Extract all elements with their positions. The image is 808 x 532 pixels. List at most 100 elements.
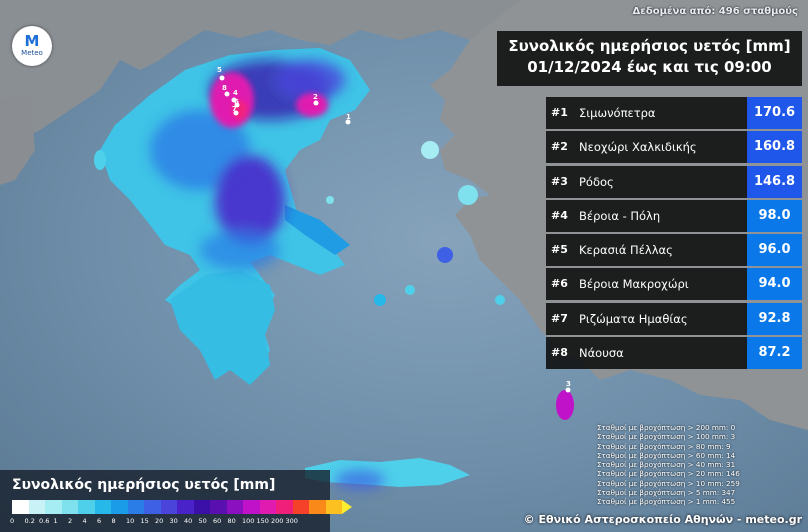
rainfall-value: 160.8 — [747, 131, 802, 164]
rank-number: #4 — [551, 208, 568, 222]
legend-swatch — [111, 500, 128, 514]
marker-label: 5 — [217, 66, 222, 74]
rainfall-value: 170.6 — [747, 97, 802, 129]
island-cyclades-a — [405, 285, 415, 295]
legend-tick: 80 — [227, 517, 236, 525]
legend-swatch — [210, 500, 227, 514]
station-stats: Σταθμοί με βροχόπτωση > 200 mm: 0 Σταθμοί… — [597, 423, 740, 507]
legend-swatch — [28, 500, 45, 514]
legend-tick: 200 — [271, 517, 284, 525]
legend-swatch — [61, 500, 78, 514]
island-chios — [458, 185, 478, 205]
stat-line: Σταθμοί με βροχόπτωση > 1 mm: 455 — [597, 497, 736, 507]
rainfall-value: 92.8 — [747, 302, 802, 335]
logo-text: Meteo — [21, 49, 43, 57]
marker-label: 4 — [233, 89, 238, 97]
stat-line: Σταθμοί με βροχόπτωση > 5 mm: 347 — [597, 488, 736, 498]
ranking-row: #8 Νάουσα 87.2 — [546, 337, 802, 370]
stat-line: Σταθμοί με βροχόπτωση > 80 mm: 9 — [597, 441, 731, 451]
legend-tick: 2 — [68, 517, 73, 525]
legend-tick: 100 — [242, 517, 255, 525]
station-name: Κερασιά Πέλλας — [579, 243, 673, 258]
rank-number: #3 — [551, 174, 568, 188]
ranking-table: #1 Σιμωνόπετρα 170.6 #2 Νεοχώρι Χαλκιδικής 16… — [546, 97, 802, 371]
balkans-land — [0, 0, 520, 150]
station-count-label: Δεδομένα από: 496 σταθμούς — [632, 6, 798, 17]
legend-tick: 4 — [82, 517, 87, 525]
ranking-row: #2 Νεοχώρι Χαλκιδικής 160.8 — [546, 131, 802, 164]
station-name: Ριζώματα Ημαθίας — [579, 311, 688, 326]
legend-swatch — [160, 500, 177, 514]
legend-swatch — [193, 500, 210, 514]
stat-line: Σταθμοί με βροχόπτωση > 100 mm: 3 — [597, 432, 736, 442]
island-sporades — [326, 196, 334, 204]
logo-mark: M — [24, 32, 40, 50]
legend-swatch — [226, 500, 243, 514]
legend-tick: 20 — [155, 517, 164, 525]
rainfall-value: 98.0 — [747, 199, 802, 232]
legend-swatch — [243, 500, 260, 514]
stat-line: Σταθμοί με βροχόπτωση > 10 mm: 259 — [597, 478, 740, 488]
legend-tick: 0 — [10, 517, 15, 525]
ranking-row: #4 Βέροια - Πόλη 98.0 — [546, 199, 802, 232]
station-name: Νάουσα — [579, 346, 624, 361]
meteo-logo-icon: M Meteo — [12, 26, 52, 66]
rank-number: #5 — [551, 243, 568, 257]
station-markers: 5 8 4 6 7 2 1 3 — [217, 66, 571, 393]
legend-swatch — [127, 500, 144, 514]
ranking-row: #7 Ριζώματα Ημαθίας 92.8 — [546, 302, 802, 335]
legend-tick: 8 — [111, 517, 116, 525]
legend-swatch — [276, 500, 293, 514]
legend-tick: 150 — [256, 517, 269, 525]
marker-label: 7 — [232, 105, 237, 113]
stat-line: Σταθμοί με βροχόπτωση > 20 mm: 146 — [597, 469, 740, 479]
legend-tick: 0.2 — [24, 517, 35, 525]
legend-color-bar — [12, 500, 352, 514]
legend-swatch — [12, 500, 29, 514]
legend-arrow-icon — [342, 500, 352, 514]
title-line-1: Συνολικός ημερήσιος υετός [mm] — [508, 37, 791, 55]
island-lesvos — [421, 141, 439, 159]
legend-swatch — [78, 500, 95, 514]
ranking-row: #1 Σιμωνόπετρα 170.6 — [546, 97, 802, 129]
rank-number: #6 — [551, 277, 568, 291]
marker-label: 8 — [222, 84, 227, 92]
rainfall-value: 146.8 — [747, 165, 802, 198]
legend-tick: 6 — [97, 517, 102, 525]
rank-number: #2 — [551, 140, 568, 154]
credit-label: © Εθνικό Αστεροσκοπείο Αθηνών - meteo.gr — [523, 513, 802, 526]
island-kos — [495, 295, 505, 305]
station-name: Νεοχώρι Χαλκιδικής — [579, 140, 697, 155]
station-name: Ρόδος — [579, 174, 614, 189]
rank-number: #1 — [551, 106, 568, 119]
island-ikaria — [437, 247, 453, 263]
italy-land — [0, 95, 35, 185]
legend-tick: 300 — [285, 517, 298, 525]
ranking-row: #6 Βέροια Μακροχώρι 94.0 — [546, 268, 802, 301]
ranking-row: #5 Κερασιά Πέλλας 96.0 — [546, 234, 802, 267]
legend-swatch — [259, 500, 276, 514]
ranking-row: #3 Ρόδος 146.8 — [546, 165, 802, 198]
legend: Συνολικός ημερήσιος υετός [mm] 0 0.2 0.6 1 2… — [0, 470, 352, 532]
legend-tick: 15 — [140, 517, 149, 525]
marker-label: 6 — [234, 98, 239, 106]
stat-line: Σταθμοί με βροχόπτωση > 40 mm: 31 — [597, 460, 736, 470]
island-cyclades-b — [374, 294, 386, 306]
legend-title: Συνολικός ημερήσιος υετός [mm] — [12, 477, 276, 493]
legend-tick: 60 — [213, 517, 222, 525]
station-name: Βέροια Μακροχώρι — [579, 277, 689, 292]
station-name: Βέροια - Πόλη — [579, 208, 661, 223]
legend-swatch — [325, 500, 342, 514]
legend-tick: 30 — [169, 517, 178, 525]
legend-swatch — [309, 500, 326, 514]
rank-number: #8 — [551, 346, 568, 360]
peloponnese — [170, 270, 275, 385]
stat-line: Σταθμοί με βροχόπτωση > 200 mm: 0 — [597, 423, 736, 432]
legend-swatch — [144, 500, 161, 514]
legend-swatch — [94, 500, 111, 514]
legend-swatch — [292, 500, 309, 514]
legend-tick: 0.6 — [39, 517, 50, 525]
title-line-2: 01/12/2024 έως και τις 09:00 — [527, 58, 772, 76]
rainfall-value: 96.0 — [747, 234, 802, 267]
